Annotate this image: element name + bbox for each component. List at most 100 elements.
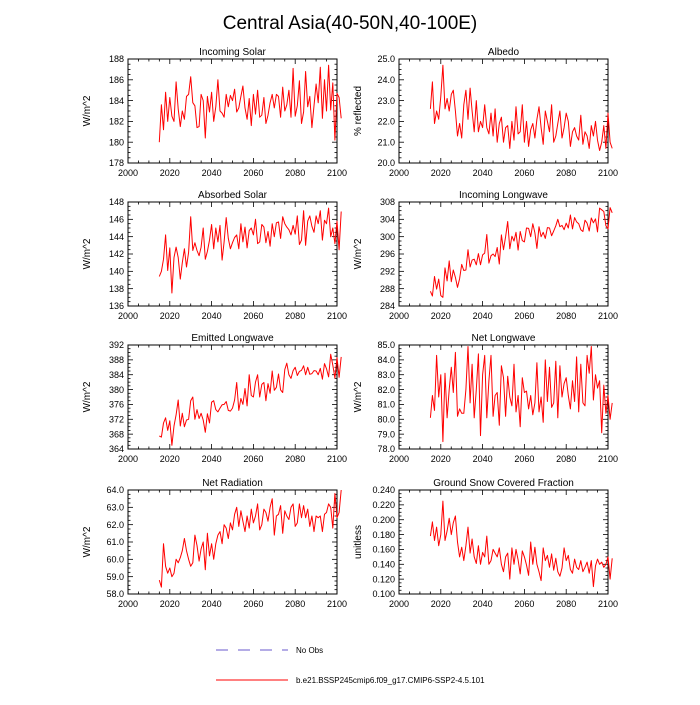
plot-frame xyxy=(127,344,338,450)
y-tick-label: 142 xyxy=(109,249,124,259)
x-tick-label: 2100 xyxy=(598,599,618,609)
x-tick-label: 2000 xyxy=(118,454,138,464)
y-tick-label: 0.100 xyxy=(372,589,395,599)
series-line xyxy=(429,346,613,443)
chart-panel: Emitted Longwave W/m^2 2000 2020 2040 2060 208… xyxy=(82,333,347,464)
y-tick-label: 78.0 xyxy=(377,444,395,454)
y-tick-label: 364 xyxy=(109,444,124,454)
y-tick-label: 80.0 xyxy=(377,414,395,424)
y-tick-label: 85.0 xyxy=(377,340,395,350)
x-tick-label: 2080 xyxy=(556,168,576,178)
y-tick-label: 146 xyxy=(109,215,124,225)
chart-panel: Absorbed Solar W/m^2 2000 2020 2040 2060 2080 2… xyxy=(82,190,347,321)
panel-title: Net Longwave xyxy=(472,333,536,344)
series-line xyxy=(158,64,342,143)
figure-title: Central Asia(40-50N,40-100E) xyxy=(223,13,478,34)
y-tick-label: 0.240 xyxy=(372,485,395,495)
x-tick-label: 2060 xyxy=(514,311,534,321)
chart-panel: Ground Snow Covered Fraction unitless 2000… xyxy=(353,478,618,609)
x-tick-label: 2020 xyxy=(160,168,180,178)
series-line xyxy=(158,489,342,588)
x-tick-label: 2000 xyxy=(389,311,409,321)
chart-panel: Incoming Solar W/m^2 2000 2020 2040 2060 2080 2… xyxy=(82,47,347,178)
x-tick-label: 2040 xyxy=(473,311,493,321)
chart-panel: Incoming Longwave W/m^2 2000 2020 2040 2060 20… xyxy=(353,190,618,321)
x-tick-label: 2040 xyxy=(473,599,493,609)
y-axis-label: W/m^2 xyxy=(82,95,93,126)
y-tick-label: 284 xyxy=(380,301,395,311)
y-axis-label: W/m^2 xyxy=(82,238,93,269)
y-tick-label: 184 xyxy=(109,96,124,106)
y-tick-label: 384 xyxy=(109,370,124,380)
x-tick-label: 2020 xyxy=(431,454,451,464)
y-tick-label: 144 xyxy=(109,232,124,242)
x-tick-label: 2060 xyxy=(243,454,263,464)
y-tick-label: 62.0 xyxy=(106,520,124,530)
y-tick-label: 23.0 xyxy=(377,96,395,106)
x-tick-label: 2000 xyxy=(118,168,138,178)
legend: No Obs b.e21.BSSP245cmip6.f09_g17.CMIP6-… xyxy=(216,646,485,685)
x-tick-label: 2040 xyxy=(473,168,493,178)
x-tick-label: 2080 xyxy=(556,454,576,464)
y-tick-label: 182 xyxy=(109,117,124,127)
x-tick-label: 2040 xyxy=(202,454,222,464)
x-tick-label: 2040 xyxy=(202,599,222,609)
y-tick-label: 58.0 xyxy=(106,589,124,599)
y-tick-label: 136 xyxy=(109,301,124,311)
y-tick-label: 63.0 xyxy=(106,503,124,513)
panel-title: Incoming Solar xyxy=(199,47,266,58)
series-line xyxy=(429,500,613,588)
y-tick-label: 148 xyxy=(109,197,124,207)
x-tick-label: 2100 xyxy=(327,168,347,178)
y-axis-label: % reflected xyxy=(353,86,364,136)
panel-title: Emitted Longwave xyxy=(191,333,274,344)
y-tick-label: 0.120 xyxy=(372,574,395,584)
panel-title: Incoming Longwave xyxy=(459,190,548,201)
x-tick-label: 2020 xyxy=(431,311,451,321)
y-tick-label: 178 xyxy=(109,158,124,168)
y-tick-label: 292 xyxy=(380,267,395,277)
y-tick-label: 60.0 xyxy=(106,555,124,565)
y-axis-label: W/m^2 xyxy=(82,526,93,557)
plot-frame xyxy=(127,489,338,595)
y-axis-label: W/m^2 xyxy=(353,381,364,412)
x-tick-label: 2100 xyxy=(327,599,347,609)
y-tick-label: 61.0 xyxy=(106,537,124,547)
y-tick-label: 380 xyxy=(109,385,124,395)
y-axis-label: unitless xyxy=(353,525,364,559)
y-tick-label: 180 xyxy=(109,137,124,147)
y-tick-label: 376 xyxy=(109,400,124,410)
x-tick-label: 2080 xyxy=(285,311,305,321)
x-tick-label: 2080 xyxy=(285,599,305,609)
x-tick-label: 2060 xyxy=(243,311,263,321)
x-tick-label: 2100 xyxy=(327,454,347,464)
x-tick-label: 2040 xyxy=(202,311,222,321)
legend-obs-label: No Obs xyxy=(296,646,323,655)
panel-title: Absorbed Solar xyxy=(198,190,268,201)
x-tick-label: 2060 xyxy=(514,599,534,609)
x-tick-label: 2080 xyxy=(285,168,305,178)
x-tick-label: 2100 xyxy=(598,454,618,464)
x-tick-label: 2080 xyxy=(556,311,576,321)
y-tick-label: 388 xyxy=(109,355,124,365)
x-tick-label: 2000 xyxy=(118,311,138,321)
y-tick-label: 24.0 xyxy=(377,75,395,85)
plot-frame xyxy=(127,201,338,307)
panel-title: Ground Snow Covered Fraction xyxy=(433,478,574,489)
y-tick-label: 288 xyxy=(380,284,395,294)
x-tick-label: 2080 xyxy=(285,454,305,464)
y-tick-label: 186 xyxy=(109,75,124,85)
y-tick-label: 84.0 xyxy=(377,355,395,365)
x-tick-label: 2100 xyxy=(598,311,618,321)
y-tick-label: 372 xyxy=(109,414,124,424)
y-tick-label: 368 xyxy=(109,429,124,439)
y-tick-label: 0.180 xyxy=(372,530,395,540)
y-tick-label: 64.0 xyxy=(106,485,124,495)
y-tick-label: 0.160 xyxy=(372,545,395,555)
series-line xyxy=(429,64,613,151)
x-tick-label: 2020 xyxy=(431,168,451,178)
y-tick-label: 81.0 xyxy=(377,400,395,410)
x-tick-label: 2020 xyxy=(431,599,451,609)
